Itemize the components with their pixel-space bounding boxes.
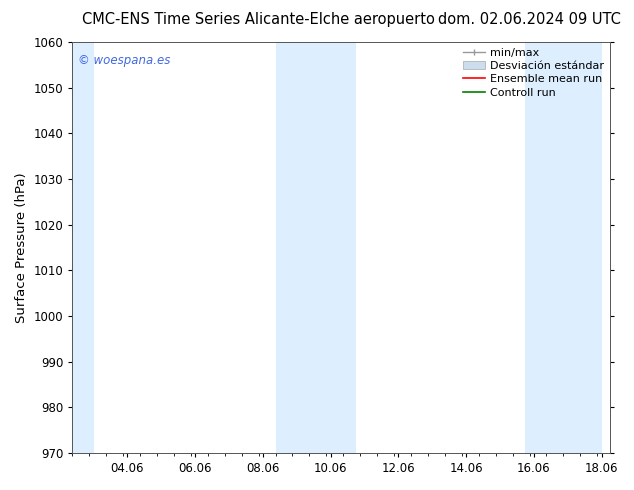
Legend: min/max, Desviación estándar, Ensemble mean run, Controll run: min/max, Desviación estándar, Ensemble m… (458, 43, 609, 102)
Text: © woespana.es: © woespana.es (78, 54, 170, 68)
Bar (72, 42, 93, 453)
Bar (526, 42, 602, 453)
Y-axis label: Surface Pressure (hPa): Surface Pressure (hPa) (15, 172, 28, 323)
Text: CMC-ENS Time Series Alicante-Elche aeropuerto: CMC-ENS Time Series Alicante-Elche aerop… (82, 12, 436, 27)
Bar (276, 42, 356, 453)
Text: dom. 02.06.2024 09 UTC: dom. 02.06.2024 09 UTC (439, 12, 621, 27)
